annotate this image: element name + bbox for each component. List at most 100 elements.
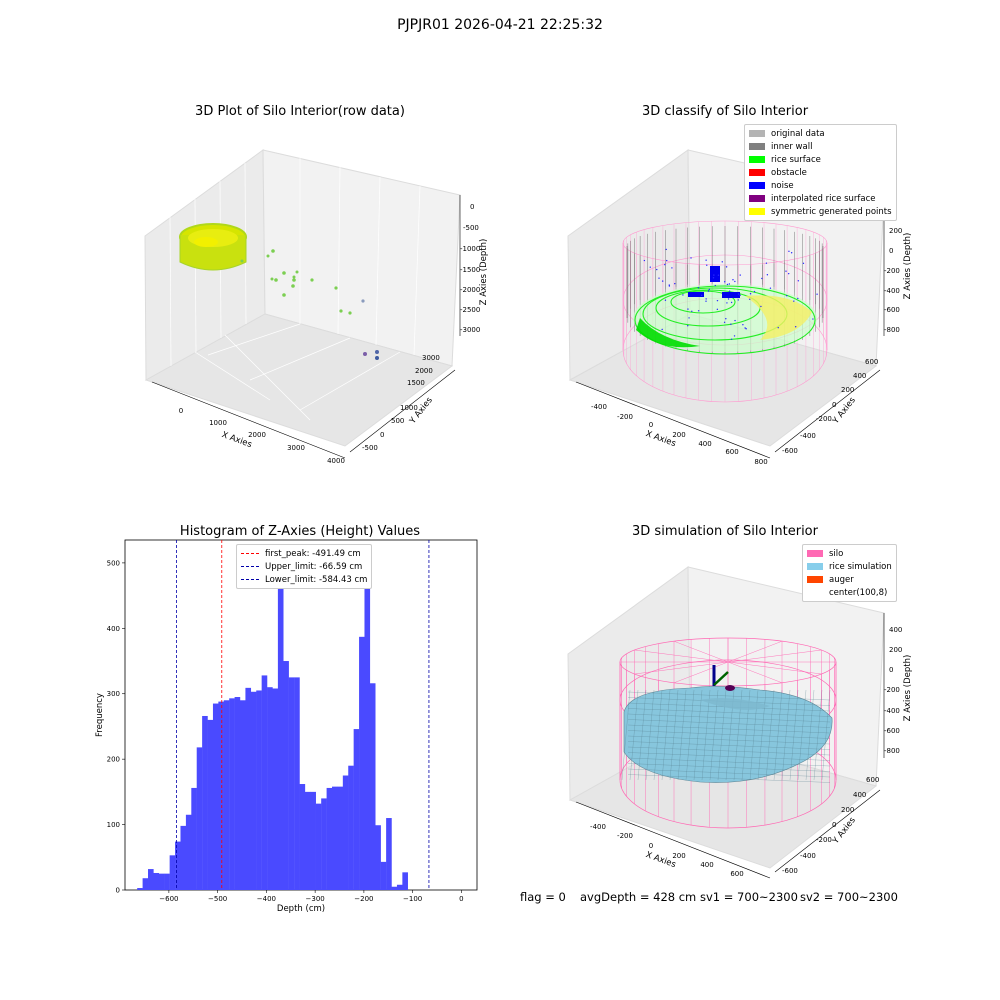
p4-ylabel: Y Axies: [830, 815, 858, 847]
x-tick-label: −200: [354, 895, 373, 903]
p2-ztick: -800: [884, 326, 900, 334]
legend-item: Upper_limit: -66.59 cm: [241, 560, 367, 573]
histogram-bar: [148, 869, 154, 890]
legend-item: first_peak: -491.49 cm: [241, 547, 367, 560]
histogram-bar: [299, 784, 306, 890]
x-tick-label: −100: [403, 895, 422, 903]
histogram-bar: [326, 787, 333, 890]
p2-ytick: 200: [841, 386, 854, 394]
p2-legend: original data inner wall rice surface obsta…: [744, 124, 897, 221]
histogram-bar: [310, 791, 316, 890]
legend-swatch: [807, 550, 823, 557]
legend-label: original data: [771, 128, 825, 139]
p2-xtick: -400: [591, 403, 607, 411]
legend-swatch: [807, 563, 823, 570]
p1-ytick: 1500: [407, 379, 425, 387]
histogram-bar: [180, 825, 187, 890]
legend-line-swatch: [241, 553, 259, 554]
legend-swatch: [749, 169, 765, 176]
legend-item: center(100,8): [807, 586, 892, 599]
p2-ytick: 0: [832, 401, 836, 409]
legend-item: rice surface: [749, 153, 892, 166]
histogram-bar: [386, 818, 392, 890]
histogram-bar: [375, 825, 381, 890]
p4-ztick: -600: [884, 727, 900, 735]
legend-swatch: [749, 130, 765, 137]
histogram-bar: [164, 873, 170, 890]
histogram-bar: [245, 687, 252, 890]
histogram-bar: [294, 677, 300, 890]
p1-ztick: -2500: [460, 306, 480, 314]
p2-ztick: 0: [889, 247, 893, 255]
p1-ztick: -500: [463, 224, 479, 232]
panel4-title: 3D simulation of Silo Interior: [632, 524, 818, 539]
histogram-bar: [321, 798, 327, 890]
legend-label: noise: [771, 180, 794, 191]
legend-swatch: [749, 208, 765, 215]
histogram-bar: [315, 803, 322, 890]
legend-label: first_peak: -491.49 cm: [265, 548, 361, 559]
p2-xtick: -200: [617, 413, 633, 421]
p2-xtick: 600: [725, 448, 738, 456]
histogram-bar: [250, 691, 257, 890]
p2-ylabel: Y Axies: [830, 395, 858, 427]
histogram-bar: [288, 677, 295, 890]
p1-ztick: -3000: [460, 326, 480, 334]
histogram-bar: [229, 698, 235, 890]
p4-xtick: 600: [730, 870, 743, 878]
x-tick-label: −500: [208, 895, 227, 903]
p4-ztick: 0: [889, 666, 893, 674]
histogram-threshold-lines: [176, 540, 430, 890]
x-tick-label: −600: [159, 895, 178, 903]
p1-ytick: 1000: [400, 404, 418, 412]
p2-xtick: 800: [754, 458, 767, 466]
legend-label: Upper_limit: -66.59 cm: [265, 561, 363, 572]
p2-ytick: -200: [816, 415, 832, 423]
histogram-bar: [337, 786, 344, 890]
p4-ytick: -200: [816, 836, 832, 844]
p4-ztick: -200: [884, 686, 900, 694]
histogram-bar: [348, 765, 354, 890]
p2-xtick: 200: [672, 431, 685, 439]
legend-item: noise: [749, 179, 892, 192]
legend-item: obstacle: [749, 166, 892, 179]
p4-xtick: 200: [672, 852, 685, 860]
histogram-bar: [359, 636, 365, 890]
histogram-bar: [402, 872, 408, 890]
legend-swatch: [807, 589, 823, 596]
p2-xtick: 400: [698, 440, 711, 448]
legend-item: original data: [749, 127, 892, 140]
histogram-bar: [256, 690, 262, 890]
p1-ztick: -1000: [460, 245, 480, 253]
histogram-bar: [267, 687, 273, 890]
panel1-3d-axes: 0 1000 2000 3000 4000 -500 0 500 1000 15…: [144, 149, 489, 465]
p2-xtick: 0: [649, 421, 653, 429]
y-tick-label: 400: [107, 625, 120, 633]
histogram-bar: [169, 855, 176, 890]
legend-swatch: [807, 576, 823, 583]
p4-xtick: 0: [649, 842, 653, 850]
legend-line-swatch: [241, 566, 259, 567]
p1-ytick: 3000: [422, 354, 440, 362]
p1-ytick: 0: [380, 431, 384, 439]
y-tick-label: 300: [107, 690, 120, 698]
histogram-bar: [196, 747, 203, 890]
histogram-bar: [304, 791, 311, 890]
p2-ytick: 600: [865, 358, 878, 366]
legend-swatch: [749, 182, 765, 189]
p1-ztick: -1500: [460, 266, 480, 274]
sv1-text: sv1 = 700~2300: [700, 890, 798, 904]
histogram-bar: [240, 700, 246, 890]
flag-text: flag = 0: [520, 890, 566, 904]
legend-label: inner wall: [771, 141, 813, 152]
x-tick-label: 0: [459, 895, 463, 903]
p2-ztick: 200: [889, 227, 902, 235]
p4-ztick: -800: [884, 747, 900, 755]
legend-item: interpolated rice surface: [749, 192, 892, 205]
p4-ztick: 400: [889, 626, 902, 634]
p4-ytick: 400: [853, 791, 866, 799]
p1-xtick: 0: [179, 407, 183, 415]
p2-ytick: 400: [853, 372, 866, 380]
y-tick-label: 200: [107, 756, 120, 764]
histogram-bar: [137, 888, 143, 890]
